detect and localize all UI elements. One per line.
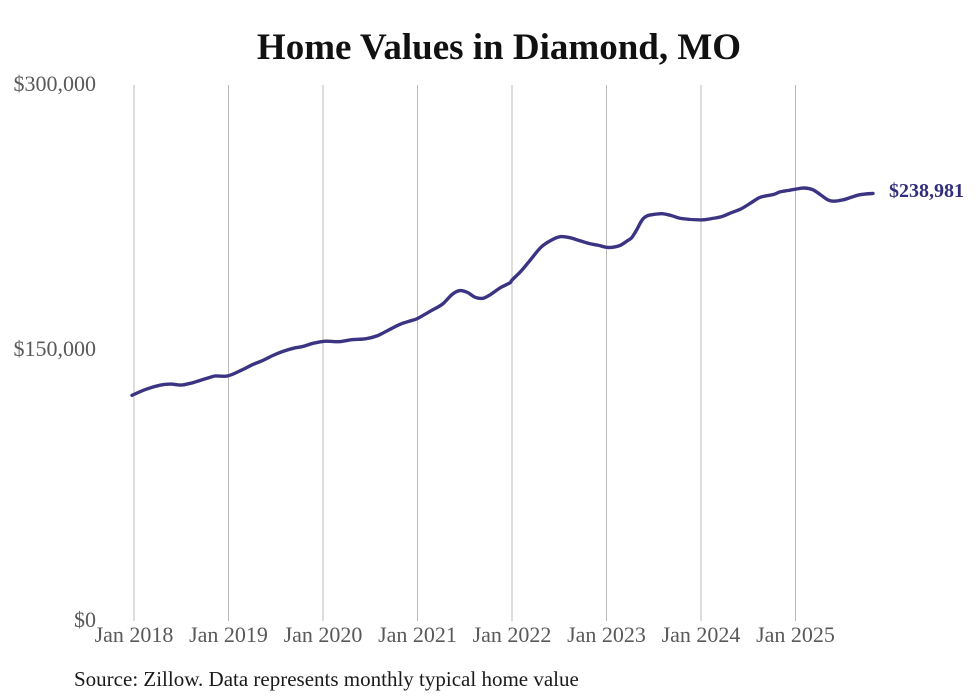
svg-text:Jan 2021: Jan 2021 <box>378 622 457 647</box>
svg-text:Jan 2022: Jan 2022 <box>473 622 552 647</box>
svg-text:Jan 2024: Jan 2024 <box>662 622 741 647</box>
svg-text:Jan 2019: Jan 2019 <box>189 622 268 647</box>
svg-text:Jan 2018: Jan 2018 <box>95 622 174 647</box>
svg-text:$238,981: $238,981 <box>889 180 964 202</box>
svg-text:$300,000: $300,000 <box>14 71 97 96</box>
svg-text:$150,000: $150,000 <box>14 336 97 361</box>
svg-text:Jan 2025: Jan 2025 <box>756 622 835 647</box>
svg-text:Jan 2020: Jan 2020 <box>284 622 363 647</box>
svg-text:Jan 2023: Jan 2023 <box>567 622 646 647</box>
svg-text:$0: $0 <box>74 607 96 632</box>
